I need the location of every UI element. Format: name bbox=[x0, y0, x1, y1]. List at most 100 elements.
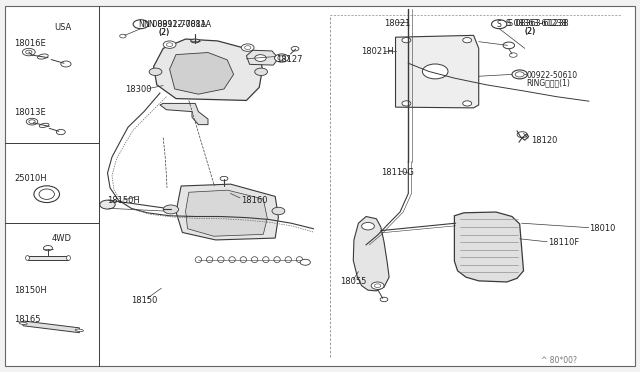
Text: 18013E: 18013E bbox=[14, 108, 46, 117]
Circle shape bbox=[220, 176, 228, 181]
Circle shape bbox=[163, 41, 176, 48]
Circle shape bbox=[278, 56, 285, 60]
Circle shape bbox=[272, 207, 285, 215]
Circle shape bbox=[26, 50, 32, 54]
Circle shape bbox=[371, 282, 384, 289]
Circle shape bbox=[362, 222, 374, 230]
Ellipse shape bbox=[76, 329, 83, 331]
Ellipse shape bbox=[195, 257, 202, 263]
Circle shape bbox=[275, 54, 289, 62]
Text: (2): (2) bbox=[159, 28, 170, 37]
Polygon shape bbox=[170, 52, 234, 94]
Polygon shape bbox=[176, 184, 278, 240]
Circle shape bbox=[26, 118, 38, 125]
Text: S 08363-61238: S 08363-61238 bbox=[506, 19, 566, 28]
Circle shape bbox=[509, 53, 517, 57]
Text: S: S bbox=[497, 20, 502, 29]
Polygon shape bbox=[454, 212, 524, 282]
Circle shape bbox=[463, 101, 472, 106]
Ellipse shape bbox=[229, 257, 236, 263]
Ellipse shape bbox=[191, 39, 200, 43]
Circle shape bbox=[255, 55, 266, 61]
Circle shape bbox=[422, 64, 448, 79]
Text: RINGリング(1): RINGリング(1) bbox=[526, 78, 570, 87]
Text: N 08912-7081A: N 08912-7081A bbox=[144, 20, 206, 29]
Polygon shape bbox=[353, 217, 389, 291]
Circle shape bbox=[133, 20, 148, 29]
Circle shape bbox=[291, 46, 299, 51]
Polygon shape bbox=[246, 50, 278, 65]
Circle shape bbox=[503, 42, 515, 49]
Circle shape bbox=[463, 38, 472, 43]
Ellipse shape bbox=[26, 256, 29, 260]
Circle shape bbox=[517, 132, 527, 138]
Text: (2): (2) bbox=[525, 27, 536, 36]
Ellipse shape bbox=[296, 257, 303, 263]
Text: N: N bbox=[138, 20, 143, 29]
Text: 18160: 18160 bbox=[241, 196, 267, 205]
Text: 18150: 18150 bbox=[131, 296, 157, 305]
Ellipse shape bbox=[67, 256, 70, 260]
Ellipse shape bbox=[39, 123, 49, 128]
Circle shape bbox=[380, 297, 388, 302]
Text: 18127: 18127 bbox=[276, 55, 303, 64]
Text: (2): (2) bbox=[159, 28, 170, 37]
Circle shape bbox=[29, 120, 35, 124]
Polygon shape bbox=[23, 321, 79, 333]
Circle shape bbox=[166, 43, 173, 46]
Circle shape bbox=[512, 70, 527, 79]
Ellipse shape bbox=[285, 257, 291, 263]
Ellipse shape bbox=[38, 54, 48, 59]
Text: 25010H: 25010H bbox=[14, 174, 47, 183]
Text: 18165: 18165 bbox=[14, 315, 40, 324]
Ellipse shape bbox=[262, 257, 269, 263]
Polygon shape bbox=[154, 39, 262, 100]
FancyBboxPatch shape bbox=[5, 6, 635, 366]
Circle shape bbox=[402, 38, 411, 43]
Text: 18150H: 18150H bbox=[108, 196, 140, 205]
Circle shape bbox=[255, 68, 268, 76]
Circle shape bbox=[44, 246, 52, 251]
Ellipse shape bbox=[218, 257, 224, 263]
Text: USA: USA bbox=[54, 23, 72, 32]
Ellipse shape bbox=[207, 257, 213, 263]
Text: 18150H: 18150H bbox=[14, 286, 47, 295]
Ellipse shape bbox=[274, 257, 280, 263]
Ellipse shape bbox=[39, 189, 54, 199]
Circle shape bbox=[100, 200, 115, 209]
Circle shape bbox=[402, 101, 411, 106]
Circle shape bbox=[300, 259, 310, 265]
Polygon shape bbox=[396, 35, 479, 108]
Text: 18300: 18300 bbox=[125, 85, 151, 94]
Circle shape bbox=[61, 61, 71, 67]
Text: ^ 80*00?: ^ 80*00? bbox=[541, 356, 577, 365]
Text: N 08912-7081A: N 08912-7081A bbox=[149, 20, 211, 29]
Text: 18021: 18021 bbox=[384, 19, 410, 28]
Text: S 08363-61238: S 08363-61238 bbox=[508, 19, 568, 28]
Text: 18016E: 18016E bbox=[14, 39, 46, 48]
Text: 00922-50610: 00922-50610 bbox=[526, 71, 577, 80]
Text: 4WD: 4WD bbox=[52, 234, 72, 243]
Text: 18055: 18055 bbox=[340, 278, 366, 286]
Circle shape bbox=[374, 284, 381, 288]
Polygon shape bbox=[28, 256, 68, 260]
Text: 18120: 18120 bbox=[531, 136, 557, 145]
Circle shape bbox=[120, 34, 126, 38]
Circle shape bbox=[163, 205, 179, 214]
Circle shape bbox=[149, 68, 162, 76]
Polygon shape bbox=[186, 190, 268, 236]
Circle shape bbox=[56, 129, 65, 135]
Circle shape bbox=[22, 48, 35, 56]
Ellipse shape bbox=[240, 257, 246, 263]
Circle shape bbox=[241, 44, 254, 51]
Polygon shape bbox=[160, 103, 208, 125]
Text: 18110F: 18110F bbox=[548, 238, 580, 247]
Text: 18021H: 18021H bbox=[361, 47, 394, 56]
Circle shape bbox=[244, 46, 251, 49]
Ellipse shape bbox=[252, 257, 258, 263]
Ellipse shape bbox=[34, 186, 60, 202]
Text: 18010: 18010 bbox=[589, 224, 616, 233]
Circle shape bbox=[515, 72, 524, 77]
Circle shape bbox=[492, 20, 507, 29]
Text: 18110G: 18110G bbox=[381, 169, 413, 177]
